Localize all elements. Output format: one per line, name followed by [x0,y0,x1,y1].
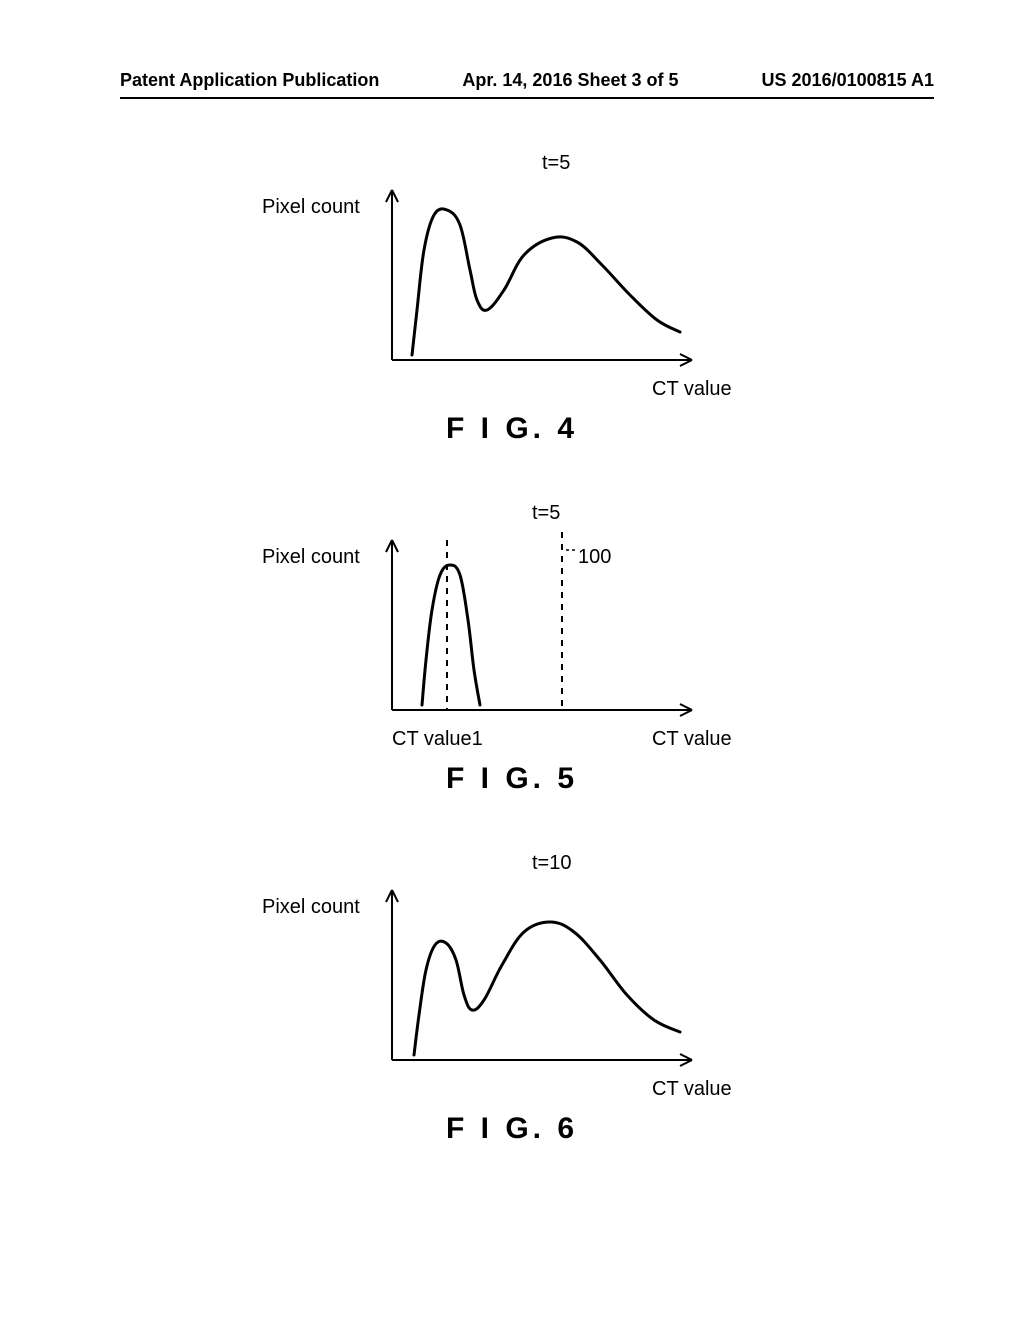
chart-area: t=5Pixel countCT value100CT value1 [252,510,772,750]
x-axis [392,1054,692,1066]
chart-title: t=10 [532,852,571,875]
x-axis-label: CT value [652,1078,732,1101]
data-curve [412,209,680,355]
y-axis [386,540,398,710]
data-curve [414,922,680,1055]
header-right: US 2016/0100815 A1 [762,70,934,91]
figure-caption: F I G. 4 [0,412,1024,446]
figure-6: t=10Pixel countCT valueF I G. 6 [0,860,1024,1146]
data-curve [422,565,480,705]
x-axis [392,354,692,366]
x-axis-label: CT value [652,728,732,751]
y-axis-label: Pixel count [262,546,360,569]
y-axis-label: Pixel count [262,196,360,219]
page: Patent Application Publication Apr. 14, … [0,0,1024,1320]
figure-5: t=5Pixel countCT value100CT value1F I G.… [0,510,1024,796]
header-left: Patent Application Publication [120,70,379,91]
figure-caption: F I G. 5 [0,762,1024,796]
chart-area: t=10Pixel countCT value [252,860,772,1100]
page-header: Patent Application Publication Apr. 14, … [120,70,934,99]
chart-title: t=5 [542,152,570,175]
y-axis [386,890,398,1060]
figure-4: t=5Pixel countCT valueF I G. 4 [0,160,1024,446]
header-center: Apr. 14, 2016 Sheet 3 of 5 [462,70,678,91]
chart-title: t=5 [532,502,560,525]
x-axis-label: CT value [652,378,732,401]
y-axis-label: Pixel count [262,896,360,919]
x-axis [392,704,692,716]
figure-caption: F I G. 6 [0,1112,1024,1146]
chart-area: t=5Pixel countCT value [252,160,772,400]
y-axis [386,190,398,360]
annotation-label-1: CT value1 [392,728,483,751]
annotation-label-0: 100 [578,546,611,569]
